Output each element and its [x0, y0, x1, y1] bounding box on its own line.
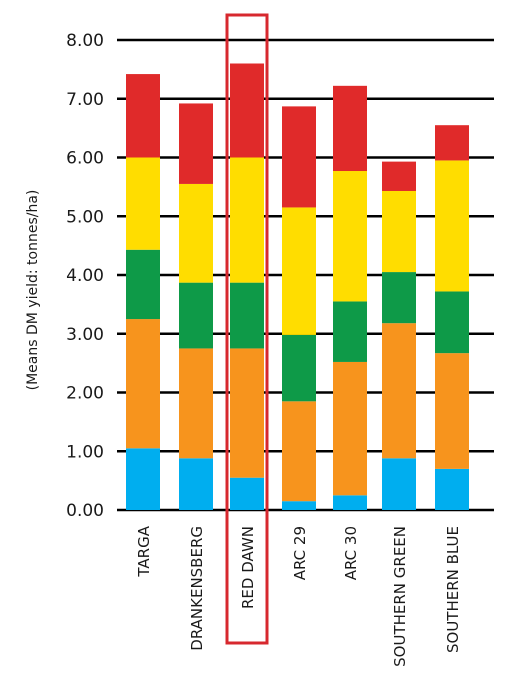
bar-segment [382, 190, 416, 273]
bar-segment [333, 171, 367, 302]
bar-segment [179, 458, 213, 510]
bar-segment [382, 161, 416, 191]
y-tick-label: 0.00 [66, 501, 104, 521]
bar-segment [333, 495, 367, 510]
x-category-label: ARC 30 [342, 526, 360, 580]
bar-segment [230, 348, 264, 478]
bar-segment [382, 272, 416, 324]
bar-segment [333, 85, 367, 172]
bar-segment [435, 468, 469, 510]
y-tick-label: 8.00 [66, 31, 104, 51]
bar-segment [126, 157, 160, 250]
y-tick-label: 2.00 [66, 384, 104, 404]
bar-segment [333, 301, 367, 362]
bar-segment [435, 353, 469, 469]
x-category-label: TARGA [135, 525, 153, 577]
bar-segment [333, 361, 367, 496]
x-category-label: SOUTHERN GREEN [391, 526, 409, 667]
highlight-box [225, 13, 269, 645]
y-tick-label: 4.00 [66, 266, 104, 286]
bar-segment [435, 160, 469, 292]
bar-segment [435, 291, 469, 354]
x-category-label: RED DAWN [239, 526, 257, 609]
x-category-label: SOUTHERN BLUE [444, 526, 462, 653]
bar-segment [179, 103, 213, 184]
bar-segment [179, 282, 213, 349]
y-tick-label: 6.00 [66, 149, 104, 169]
y-tick-label: 3.00 [66, 325, 104, 345]
bars [126, 63, 469, 510]
y-axis-title: (Means DM yield: tonnes/ha) [25, 190, 41, 391]
x-category-label: DRANKENSBERG [188, 526, 206, 651]
x-axis-category-labels: TARGA DRANKENSBERG RED DAWN ARC 29 ARC 30 SOU… [135, 525, 462, 667]
bar-segment [382, 323, 416, 459]
bar-segment [126, 319, 160, 449]
bar-segment [382, 458, 416, 510]
bar-segment [230, 157, 264, 283]
bar-segment [435, 125, 469, 161]
bar-segment [126, 74, 160, 158]
bar-segment [179, 183, 213, 283]
bar-segment [126, 249, 160, 320]
bar-segment [282, 334, 316, 402]
bar-segment [230, 477, 264, 510]
x-category-label: ARC 29 [291, 526, 309, 580]
bar-segment [126, 448, 160, 510]
bar-segment [282, 106, 316, 208]
bar-segment [230, 282, 264, 349]
y-tick-label: 7.00 [66, 90, 104, 110]
bar-segment [282, 401, 316, 502]
y-tick-label: 1.00 [66, 442, 104, 462]
y-axis-tick-labels: 0.00 1.00 2.00 3.00 4.00 5.00 6.00 7.00 8.00 [66, 31, 104, 521]
bar-segment [179, 348, 213, 459]
bar-segment [282, 207, 316, 335]
bar-segment [230, 63, 264, 158]
bar-segment [282, 501, 316, 510]
y-tick-label: 5.00 [66, 207, 104, 227]
